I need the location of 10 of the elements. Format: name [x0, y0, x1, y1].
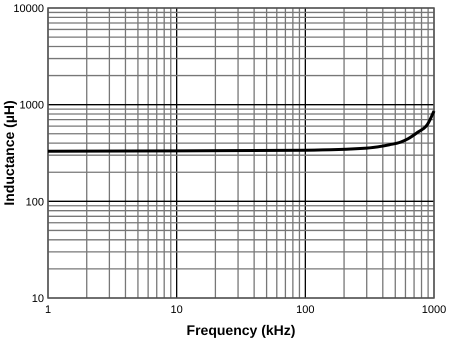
y-tick-label: 1000: [20, 100, 44, 112]
x-axis-title: Frequency (kHz): [186, 322, 296, 338]
y-tick-label: 10000: [13, 3, 44, 15]
x-tick-label: 1000: [422, 304, 446, 316]
x-tick-label: 100: [296, 304, 315, 316]
y-tick-label: 100: [26, 196, 44, 208]
x-tick-label: 1: [44, 304, 52, 316]
y-tick-label: 10: [32, 293, 44, 305]
x-tick-label: 10: [170, 304, 183, 316]
y-axis-title: Inductance (µH): [1, 100, 17, 206]
